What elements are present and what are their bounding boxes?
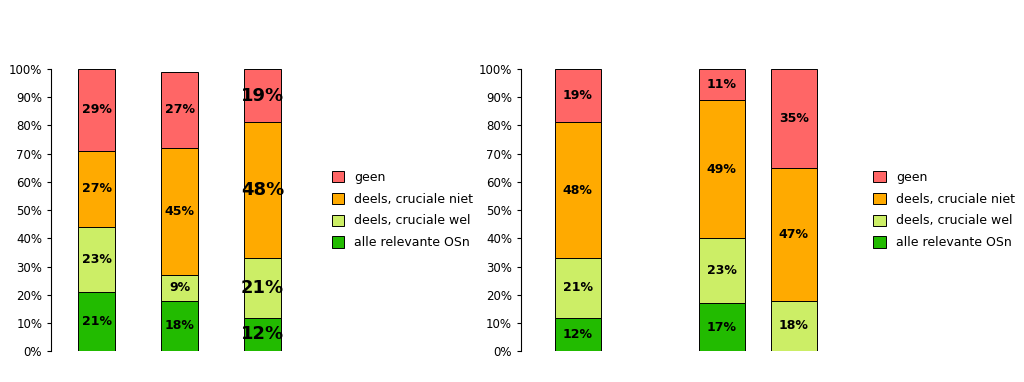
Text: 12%: 12% — [241, 325, 285, 343]
Text: 48%: 48% — [241, 181, 285, 199]
Legend: geen, deels, cruciale niet, deels, cruciale wel, alle relevante OSn: geen, deels, cruciale niet, deels, cruci… — [873, 171, 1015, 249]
Bar — [78, 151, 116, 227]
Bar — [161, 275, 199, 301]
Text: 23%: 23% — [82, 253, 112, 266]
Text: 19%: 19% — [563, 89, 593, 102]
Bar — [555, 123, 601, 258]
Bar — [555, 258, 601, 317]
Text: 49%: 49% — [707, 163, 736, 176]
Bar — [555, 69, 601, 123]
Bar — [770, 69, 817, 168]
Text: 9%: 9% — [169, 281, 190, 295]
Bar — [555, 317, 601, 351]
Text: 47%: 47% — [778, 228, 809, 241]
Bar — [161, 148, 199, 275]
Text: 27%: 27% — [82, 182, 112, 196]
Text: 17%: 17% — [707, 321, 736, 334]
Text: 27%: 27% — [165, 103, 195, 116]
Legend: geen, deels, cruciale niet, deels, cruciale wel, alle relevante OSn: geen, deels, cruciale niet, deels, cruci… — [332, 171, 473, 249]
Bar — [161, 301, 199, 351]
Bar — [161, 71, 199, 148]
Bar — [770, 301, 817, 351]
Bar — [698, 303, 744, 351]
Text: 21%: 21% — [563, 281, 593, 295]
Text: 21%: 21% — [82, 315, 112, 328]
Text: 48%: 48% — [563, 184, 593, 197]
Text: 12%: 12% — [563, 328, 593, 341]
Bar — [698, 69, 744, 100]
Bar — [244, 123, 282, 258]
Bar — [244, 317, 282, 351]
Bar — [698, 100, 744, 238]
Bar — [78, 292, 116, 351]
Bar — [244, 258, 282, 317]
Bar — [698, 238, 744, 303]
Text: 45%: 45% — [165, 205, 195, 218]
Text: 21%: 21% — [241, 279, 285, 297]
Text: 35%: 35% — [778, 112, 809, 125]
Text: 29%: 29% — [82, 103, 112, 116]
Bar — [78, 69, 116, 151]
Bar — [78, 227, 116, 292]
Text: 11%: 11% — [707, 78, 736, 91]
Text: 18%: 18% — [778, 319, 809, 332]
Bar — [244, 69, 282, 123]
Text: 18%: 18% — [165, 319, 195, 332]
Text: 19%: 19% — [241, 87, 285, 105]
Bar — [770, 168, 817, 301]
Text: 23%: 23% — [707, 264, 736, 277]
